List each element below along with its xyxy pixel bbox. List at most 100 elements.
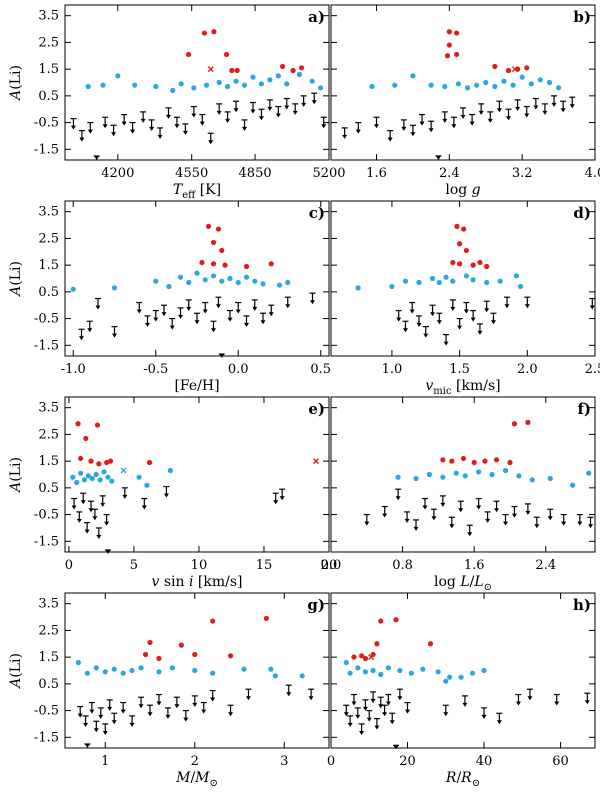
limit-arrow [385,701,391,706]
limit-arrow [551,102,557,107]
limit-arrow [542,110,548,115]
upper-limit-point [470,309,477,322]
upper-limit-point [266,99,273,111]
cross-stroke [207,66,214,73]
limit-arrow [161,312,167,317]
data-point [107,458,114,464]
data-point [153,278,159,284]
upper-limit-point [87,121,94,134]
plot-frame [64,4,330,161]
upper-limit-point [300,95,307,107]
upper-limit-point [358,723,365,735]
limit-arrow [275,113,281,118]
x-tick-label: 1 [101,754,109,769]
data-point-cross [313,458,319,465]
upper-limit-point [421,497,428,510]
limit-arrow [496,720,502,725]
plot-frame [330,4,596,161]
data-point [272,673,278,679]
upper-limit-point [395,309,402,322]
limit-arrow [216,110,222,115]
upper-limit-point [163,485,170,498]
data-point [268,666,274,672]
upper-limit-point [95,297,101,310]
upper-limit-point [409,124,416,137]
upper-limit-point [502,513,509,526]
limit-arrow [584,700,590,705]
x-tick-label: -0.5 [143,362,168,377]
x-tick-label: 5200 [312,166,345,181]
upper-limit-point [152,309,159,322]
upper-limit-point [496,100,503,113]
limit-arrow [147,712,153,717]
data-point [252,278,258,284]
data-point-cross [368,654,375,661]
upper-limit-point [576,513,583,526]
data-point [374,641,380,647]
data-point [426,471,433,478]
upper-limit-point [110,124,117,137]
limit-arrow [194,320,200,325]
data-point [408,670,414,676]
limit-arrow [462,702,468,707]
limit-arrow [374,725,380,730]
data-point [524,65,530,71]
upper-limit-point [547,508,554,521]
limit-arrow [292,110,298,115]
data-point [111,666,117,672]
limit-arrow [279,496,285,501]
limit-arrow [129,722,135,727]
data-point [260,281,266,287]
limit-arrow [77,713,83,718]
data-point [492,63,498,70]
x-tick-label: 2.0 [517,362,538,377]
data-point [484,279,490,286]
limit-arrow [245,696,251,701]
upper-limit-point [404,511,411,523]
limit-arrow [136,309,142,314]
data-point [75,421,81,427]
upper-limit-point [111,712,118,725]
data-point [233,78,239,84]
panel-label: g) [307,596,325,614]
data-point [461,226,467,232]
cross-stroke [368,654,375,661]
x-axis-label: Teff [K] [173,182,221,201]
limit-arrow [554,701,560,706]
limit-arrow [410,132,416,137]
upper-limit-point [258,108,265,121]
panel-label: d) [573,204,591,222]
upper-limit-point [215,296,222,309]
upper-limit-point [343,704,350,717]
data-point [202,277,208,283]
series-li-rich [142,615,269,662]
data-point [537,77,543,83]
panel-f: 0.0 0.8 1.6 2.4 f) log L/L⊙ [321,396,596,593]
limit-arrow [242,126,248,131]
data-point [170,87,176,94]
limit-arrow [366,717,372,722]
limit-arrow [104,521,110,526]
data-point [458,674,464,680]
upper-limit-point [428,120,435,133]
data-point [454,51,460,58]
limit-arrow [111,720,117,725]
limit-arrow [355,129,361,134]
x-axis-label: log g [445,182,480,198]
limit-arrow [111,132,117,137]
cross-stroke [313,458,319,465]
data-point [296,71,303,78]
data-point [402,278,409,284]
upper-limit-point [476,323,483,335]
upper-limit-point [505,108,512,121]
upper-limit-point [138,696,145,709]
limit-arrow [252,306,258,311]
limit-arrow [163,493,169,498]
data-point [105,474,111,480]
upper-limit-point [439,495,446,507]
data-point [519,74,525,80]
limit-arrow [121,121,127,126]
upper-limit-point [442,704,449,717]
upper-limit-point [589,297,596,310]
data-point [463,247,469,254]
